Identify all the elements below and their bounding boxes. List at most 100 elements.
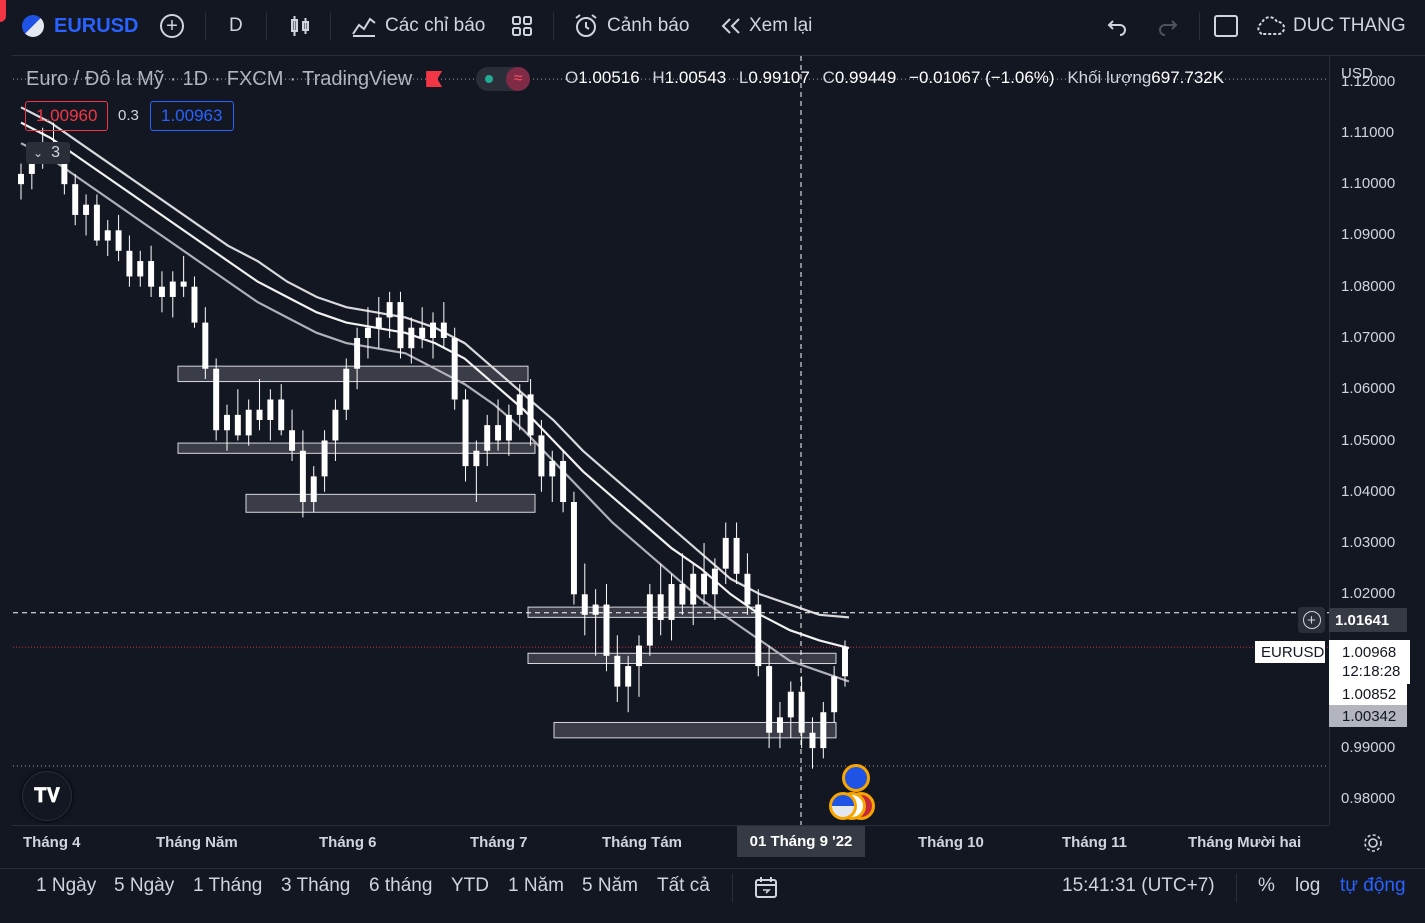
candle-body xyxy=(354,337,361,369)
candle-body xyxy=(440,322,447,338)
redo-icon xyxy=(1159,20,1178,36)
interval-button[interactable]: D xyxy=(229,0,243,52)
range-button-1y[interactable]: 1 Năm xyxy=(508,875,564,896)
redo-button[interactable] xyxy=(1156,0,1180,52)
candle-body xyxy=(711,568,718,595)
time-axis[interactable] xyxy=(12,825,1329,869)
candle-body xyxy=(430,322,436,338)
user-layout-button[interactable]: DUC THANG xyxy=(1254,0,1406,52)
gear-icon xyxy=(1364,834,1382,852)
toolbar-divider xyxy=(1199,12,1200,40)
spread-value: 0.3 xyxy=(118,107,139,124)
range-button-5y[interactable]: 5 Năm xyxy=(582,875,638,896)
sell-price: 1.00960 xyxy=(36,106,98,125)
candle-body xyxy=(321,440,328,477)
legend-dot: · xyxy=(289,67,297,90)
goto-date-button[interactable] xyxy=(753,876,779,905)
toolbar-divider xyxy=(732,874,733,902)
range-button-3m[interactable]: 3 Tháng xyxy=(281,875,351,896)
legend-source: TradingView xyxy=(302,67,413,90)
notification-dot xyxy=(0,0,6,22)
event-flag-us-icon[interactable] xyxy=(829,792,877,820)
undo-button[interactable] xyxy=(1105,0,1129,52)
candle-body xyxy=(191,286,198,323)
layout-templates-button[interactable] xyxy=(510,0,534,52)
candle-body xyxy=(148,261,155,287)
range-button-5d[interactable]: 5 Ngày xyxy=(114,875,175,896)
candle-body xyxy=(375,317,382,328)
candle-body xyxy=(364,327,371,338)
price-zone xyxy=(177,442,536,454)
candle-body xyxy=(570,502,577,595)
flag-icon[interactable] xyxy=(426,71,443,87)
time-label: Tháng 11 xyxy=(1062,834,1128,851)
symbol-tag: EURUSD xyxy=(1255,641,1325,663)
range-button-1m[interactable]: 1 Tháng xyxy=(193,875,263,896)
buy-price: 1.00963 xyxy=(161,106,223,125)
candle-body xyxy=(158,286,165,297)
range-button-all[interactable]: Tất cả xyxy=(657,875,710,896)
symbol-search-button[interactable]: EURUSD xyxy=(22,0,138,52)
open-label: O xyxy=(565,68,579,87)
low-label: L xyxy=(738,68,749,87)
legend-dot: · xyxy=(214,67,221,90)
volume-value: 697.732K xyxy=(1151,68,1225,87)
candle-body xyxy=(842,647,848,677)
alert-button[interactable]: Cảnh báo xyxy=(573,0,689,52)
log-scale-button[interactable]: log xyxy=(1295,875,1321,896)
candle-body xyxy=(267,399,274,420)
candle-body xyxy=(180,281,187,287)
fullscreen-button[interactable] xyxy=(1213,0,1239,52)
indicators-collapse-button[interactable]: ⌄ 3 xyxy=(26,142,70,164)
price-axis-label: 1.05000 xyxy=(1341,431,1396,449)
candle-body xyxy=(625,666,632,687)
auto-scale-button[interactable]: tự động xyxy=(1340,875,1406,896)
candle-body xyxy=(592,604,599,615)
event-flag-eu-icon[interactable] xyxy=(842,764,870,792)
candle-body xyxy=(495,425,502,441)
legend-title: Euro / Đô la Mỹ xyxy=(26,67,164,90)
legend-exchange: FXCM xyxy=(226,67,284,90)
candle-body xyxy=(419,327,426,338)
chart-type-button[interactable] xyxy=(288,0,312,52)
price-chart[interactable] xyxy=(13,56,1329,825)
chart-pane[interactable] xyxy=(12,55,1425,869)
candle-body xyxy=(798,691,805,733)
range-button-ytd[interactable]: YTD xyxy=(451,875,489,896)
currency-selector[interactable]: USD ⌄ xyxy=(1341,65,1385,82)
volume-label: Khối lượng xyxy=(1067,68,1152,87)
price-axis[interactable] xyxy=(1329,55,1425,825)
percent-scale-button[interactable]: % xyxy=(1258,875,1275,896)
range-button-6m[interactable]: 6 tháng xyxy=(369,875,433,896)
crosshair-date-label: 01 Tháng 9 '22 xyxy=(737,826,865,857)
price-axis-label: 1.03000 xyxy=(1341,534,1396,552)
chart-settings-button[interactable] xyxy=(1362,832,1384,854)
candle-body xyxy=(787,691,794,718)
candle-body xyxy=(636,645,642,667)
candle-body xyxy=(668,584,675,620)
candle-body xyxy=(234,414,241,436)
compare-symbol-button[interactable]: + xyxy=(160,0,184,52)
tv-logo-icon: 𝐓𝐕 xyxy=(33,784,61,807)
candle-body xyxy=(93,204,100,241)
low-value: 0.99107 xyxy=(748,68,810,87)
candle-body xyxy=(614,655,621,687)
moving-average-line xyxy=(20,121,850,650)
buy-price-button[interactable]: 1.00963 xyxy=(150,101,234,131)
price-axis-label: 1.04000 xyxy=(1341,482,1396,500)
timezone-button[interactable]: 15:41:31 (UTC+7) xyxy=(1062,875,1215,896)
candle-body xyxy=(516,394,523,415)
time-label: Tháng Tám xyxy=(602,834,683,851)
add-alert-button[interactable]: + xyxy=(1298,607,1325,633)
indicators-button[interactable]: Các chỉ báo xyxy=(351,0,485,52)
price-axis-label: 1.09000 xyxy=(1341,226,1396,244)
range-button-1d[interactable]: 1 Ngày xyxy=(36,875,97,896)
tradingview-logo[interactable]: 𝐓𝐕 xyxy=(22,771,72,821)
candle-body xyxy=(202,322,209,369)
replay-button[interactable]: Xem lại xyxy=(719,0,812,52)
candle-body xyxy=(809,732,816,749)
candle-body xyxy=(61,158,68,185)
market-status-toggle[interactable]: ≈ xyxy=(476,67,531,91)
sell-price-button[interactable]: 1.00960 xyxy=(25,101,108,131)
rewind-icon xyxy=(721,18,740,34)
